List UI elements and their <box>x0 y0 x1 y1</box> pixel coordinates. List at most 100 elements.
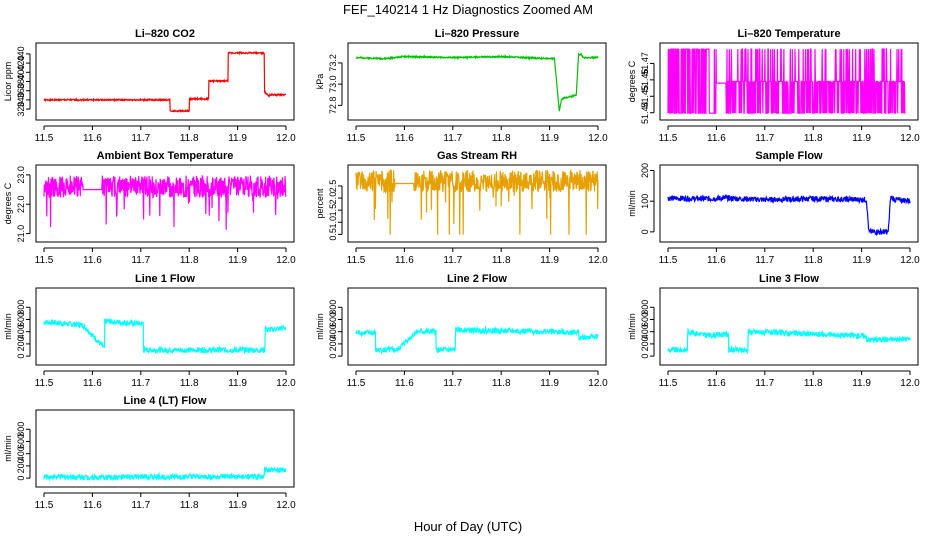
y-tick-label: 600 <box>16 312 26 327</box>
x-tick-label: 11.8 <box>804 378 823 389</box>
y-tick-label: 400 <box>16 65 26 80</box>
x-tick-label: 11.8 <box>804 133 823 144</box>
y-tick-label: 200 <box>640 336 650 351</box>
plot-frame <box>659 42 919 121</box>
y-tick-label: 100 <box>640 194 650 209</box>
y-tick-label: 600 <box>16 434 26 449</box>
series-line <box>355 168 599 235</box>
x-tick-label: 11.6 <box>707 255 726 266</box>
panel-title: Line 1 Flow <box>135 273 195 285</box>
plot-frame <box>659 164 919 243</box>
x-tick-label: 11.5 <box>659 378 678 389</box>
y-tick-label: 200 <box>328 336 338 351</box>
x-tick-label: 11.9 <box>540 255 559 266</box>
plot-frame <box>347 287 607 366</box>
plot-frame <box>35 42 295 121</box>
y-tick-label: 400 <box>16 324 26 339</box>
chart-panel-5: Gas Stream RH 11.5 11.6 11.7 11.8 11.9 12.0 0.5… <box>315 150 608 266</box>
x-tick-label: 11.6 <box>395 133 414 144</box>
x-tick-label: 12.0 <box>588 255 608 266</box>
series-line <box>43 317 287 355</box>
y-tick-label: 2.5 <box>328 180 338 193</box>
plot-frame <box>347 164 607 243</box>
x-tick-label: 11.8 <box>180 255 199 266</box>
x-tick-label: 11.7 <box>131 500 150 511</box>
x-tick-label: 11.9 <box>540 378 559 389</box>
y-tick-label: 51.45 <box>640 85 650 108</box>
y-tick-label: 800 <box>16 422 26 437</box>
y-tick-label: 0 <box>16 354 26 359</box>
y-tick-label: 0 <box>640 354 650 359</box>
x-tick-label: 11.7 <box>443 133 462 144</box>
x-tick-label: 11.9 <box>852 255 871 266</box>
y-axis-label: degrees C <box>627 60 637 102</box>
y-tick-label: 0.5 <box>328 228 338 241</box>
x-tick-label: 12.0 <box>900 133 920 144</box>
x-tick-label: 11.6 <box>707 133 726 144</box>
x-tick-label: 11.7 <box>131 255 150 266</box>
x-tick-label: 11.5 <box>35 133 54 144</box>
y-tick-label: 400 <box>640 324 650 339</box>
x-tick-label: 11.7 <box>755 378 774 389</box>
chart-panel-6: Sample Flow 11.5 11.6 11.7 11.8 11.9 12.0 0 100 2… <box>627 150 920 266</box>
x-tick-label: 11.8 <box>804 255 823 266</box>
x-tick-label: 11.9 <box>228 133 247 144</box>
y-tick-label: 73.0 <box>328 75 338 93</box>
x-tick-label: 11.5 <box>347 378 366 389</box>
y-tick-label: 0 <box>16 476 26 481</box>
chart-panel-10: Line 4 (LT) Flow 11.5 11.6 11.7 11.8 11.9 12.0… <box>3 395 296 511</box>
chart-panel-3: Li–820 Temperature 11.5 11.6 11.7 11.8 11.9 12… <box>627 28 920 144</box>
x-tick-label: 11.9 <box>852 133 871 144</box>
y-tick-label: 800 <box>328 300 338 315</box>
series-line <box>355 52 599 112</box>
y-axis-label: degrees C <box>3 182 13 224</box>
plot-frame <box>35 409 295 488</box>
y-axis-label: percent <box>315 188 325 219</box>
y-tick-label: 400 <box>16 446 26 461</box>
plot-frame <box>35 164 295 243</box>
y-tick-label: 440 <box>16 46 26 61</box>
y-tick-label: 320 <box>16 102 26 117</box>
chart-panel-9: Line 3 Flow 11.5 11.6 11.7 11.8 11.9 12.0 0 2004… <box>627 273 920 389</box>
series-line <box>667 48 906 114</box>
x-tick-label: 11.8 <box>180 500 199 511</box>
x-tick-label: 11.8 <box>492 133 511 144</box>
y-tick-label: 0 <box>640 229 650 234</box>
x-tick-label: 11.5 <box>347 255 366 266</box>
y-tick-label: 800 <box>640 300 650 315</box>
plot-frame <box>659 287 919 366</box>
y-tick-label: 51.47 <box>640 52 650 75</box>
x-tick-label: 11.7 <box>131 378 150 389</box>
series-line <box>667 193 911 237</box>
x-tick-label: 12.0 <box>588 133 608 144</box>
x-tick-label: 12.0 <box>588 378 608 389</box>
y-tick-label: 200 <box>16 458 26 473</box>
x-tick-label: 11.8 <box>180 378 199 389</box>
y-tick-label: 380 <box>16 74 26 89</box>
x-tick-label: 11.9 <box>540 133 559 144</box>
chart-panels: Li–820 CO2 11.5 11.6 11.7 11.8 11.9 12.0 320340… <box>3 28 920 511</box>
x-tick-label: 11.8 <box>180 133 199 144</box>
y-tick-label: 420 <box>16 56 26 71</box>
x-tick-label: 11.5 <box>35 500 54 511</box>
x-tick-label: 11.9 <box>852 378 871 389</box>
y-tick-label: 22.0 <box>16 195 26 213</box>
x-tick-label: 11.5 <box>659 255 678 266</box>
chart-panel-2: Li–820 Pressure 11.5 11.6 11.7 11.8 11.9 12.0 7… <box>315 28 608 144</box>
series-line <box>43 174 287 230</box>
y-tick-label: 51.46 <box>640 69 650 92</box>
x-tick-label: 12.0 <box>276 255 296 266</box>
x-tick-label: 11.7 <box>131 133 150 144</box>
panel-title: Li–820 CO2 <box>135 28 195 40</box>
y-tick-label: 1.0 <box>328 216 338 229</box>
y-axis-label: Licor ppm <box>3 62 13 102</box>
x-tick-label: 11.7 <box>755 133 774 144</box>
x-tick-label: 11.7 <box>443 378 462 389</box>
series-line <box>667 327 911 355</box>
panel-title: Line 2 Flow <box>447 273 507 285</box>
y-tick-label: 1.5 <box>328 204 338 217</box>
y-tick-label: 23.0 <box>16 166 26 184</box>
x-tick-label: 11.6 <box>707 378 726 389</box>
x-tick-label: 11.5 <box>35 378 54 389</box>
